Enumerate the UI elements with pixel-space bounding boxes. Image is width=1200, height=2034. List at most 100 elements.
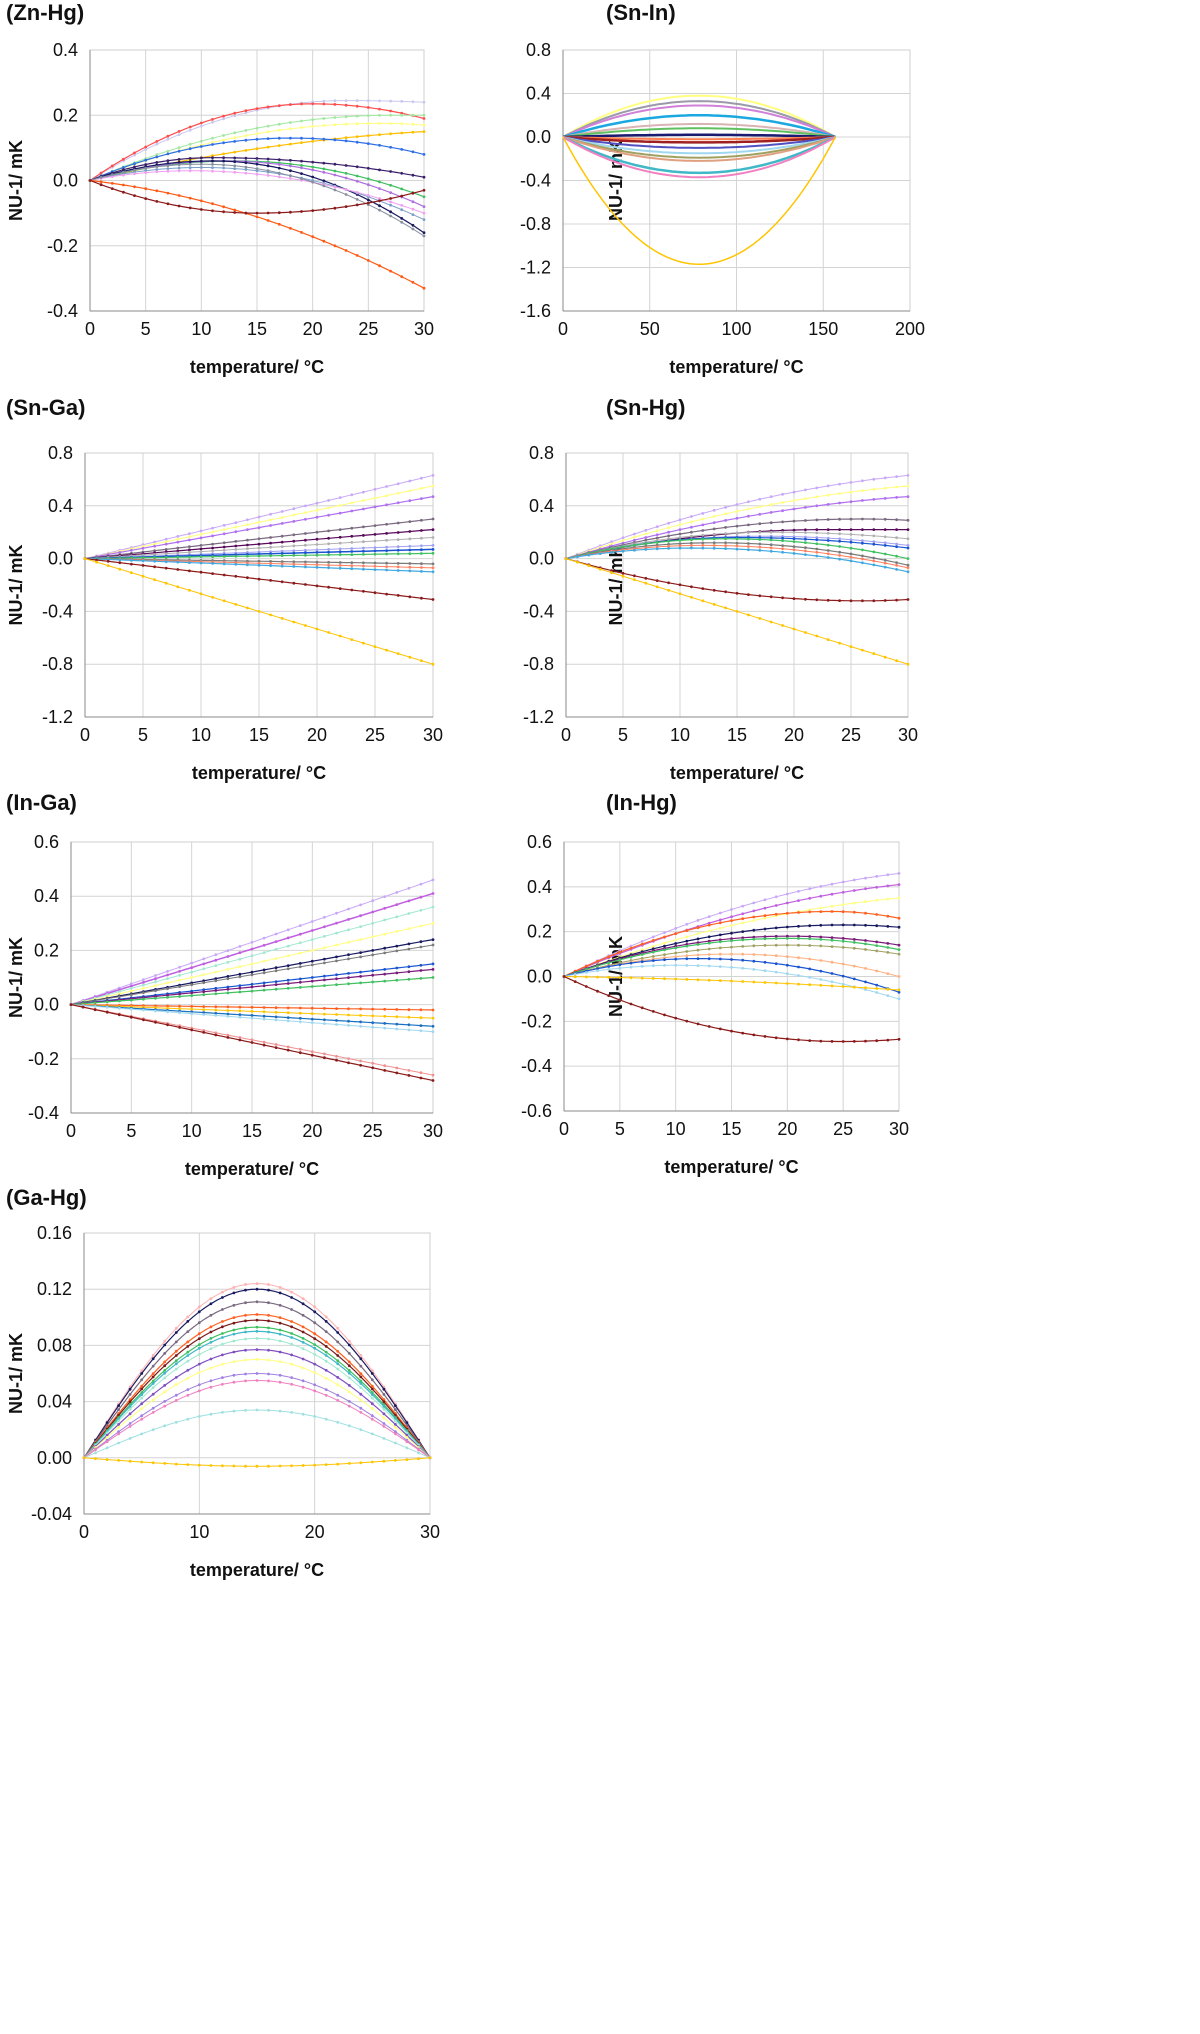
series-s1 xyxy=(564,474,910,560)
data-point xyxy=(607,975,611,979)
data-point xyxy=(211,572,215,575)
data-point xyxy=(151,1375,155,1379)
data-point xyxy=(262,988,266,992)
data-point xyxy=(151,1382,155,1385)
data-point xyxy=(362,641,365,645)
data-point xyxy=(735,547,739,551)
data-point xyxy=(735,516,739,520)
data-point xyxy=(244,1372,247,1376)
y-tick-label: 0.0 xyxy=(527,967,552,987)
data-point xyxy=(144,163,148,166)
data-point xyxy=(382,1407,386,1411)
data-point xyxy=(238,957,242,961)
data-point xyxy=(696,978,700,982)
data-point xyxy=(255,147,259,151)
data-point xyxy=(188,160,192,164)
data-point xyxy=(197,1321,201,1325)
data-point xyxy=(151,1398,155,1402)
chart-sn-hg: (Sn-Hg) 0 5 10 15 20 25 30 -1.2 -0.8 -0.4 0.0 0.4 0.8… xyxy=(523,395,1200,790)
data-point xyxy=(758,512,762,516)
data-point xyxy=(94,1457,97,1461)
data-point xyxy=(166,202,170,206)
data-point xyxy=(826,598,830,602)
data-point xyxy=(244,109,248,113)
data-point xyxy=(897,916,901,920)
data-point xyxy=(875,940,879,944)
data-point xyxy=(151,1354,155,1357)
data-point xyxy=(707,964,711,968)
data-point xyxy=(234,548,238,551)
data-point xyxy=(274,1046,278,1049)
data-point xyxy=(576,560,579,564)
data-point xyxy=(355,191,359,194)
data-point xyxy=(785,1037,789,1041)
data-point xyxy=(298,986,302,989)
data-point xyxy=(781,536,784,540)
data-point xyxy=(385,592,388,596)
data-point xyxy=(292,513,296,517)
data-point xyxy=(422,211,426,215)
data-point xyxy=(221,1464,224,1468)
data-point xyxy=(651,939,655,942)
data-point xyxy=(781,509,784,513)
chart-svg-in-ga: (In-Ga)0 5 10 15 20 25 30-0.4-0.20.00.20.40.6t… xyxy=(6,790,443,1179)
chart-svg-sn-in: (Sn-In)0 50 100 150 200-1.6-1.2-0.8-0.40.00.… xyxy=(520,0,925,377)
data-point xyxy=(255,1329,259,1333)
data-point xyxy=(257,550,261,554)
data-point xyxy=(257,552,261,556)
data-point xyxy=(176,535,180,538)
data-point xyxy=(301,1313,305,1317)
data-point xyxy=(304,624,307,627)
data-point xyxy=(269,552,272,556)
data-point xyxy=(338,504,342,507)
data-point xyxy=(153,549,157,553)
data-point xyxy=(188,569,191,573)
data-point xyxy=(144,148,148,151)
data-point xyxy=(724,526,727,529)
data-point xyxy=(129,998,133,1002)
y-axis-label: NU-1/ mK xyxy=(6,140,26,221)
data-point xyxy=(667,588,670,592)
data-point xyxy=(190,991,194,995)
data-point xyxy=(678,544,682,548)
y-tick-label: 0.0 xyxy=(526,127,551,147)
data-point xyxy=(864,939,867,942)
data-point xyxy=(758,522,762,526)
data-point xyxy=(701,546,705,550)
data-point xyxy=(118,558,122,562)
data-point xyxy=(286,936,290,940)
data-point xyxy=(304,538,307,542)
y-tick-label: -0.4 xyxy=(521,1056,552,1076)
data-point xyxy=(861,561,864,565)
data-point xyxy=(327,513,330,517)
data-point xyxy=(685,922,689,926)
data-point xyxy=(209,1379,213,1383)
data-point xyxy=(290,1382,293,1386)
data-point xyxy=(274,1010,278,1014)
x-axis-label: temperature/ °C xyxy=(669,357,803,377)
data-point xyxy=(335,1058,338,1062)
data-point xyxy=(105,1440,109,1444)
data-point xyxy=(792,531,796,534)
data-point xyxy=(747,613,750,617)
data-point xyxy=(211,542,215,546)
chart-sn-ga: (Sn-Ga) 0 5 10 15 20 25 30 -1.2 -0.8 -0.4 0.0 0.4 0.8… xyxy=(0,395,590,790)
data-point xyxy=(209,1340,213,1344)
data-point xyxy=(277,136,281,140)
data-point xyxy=(707,947,711,951)
data-point xyxy=(313,1389,317,1393)
data-point xyxy=(830,910,834,913)
data-point xyxy=(897,925,901,929)
data-point xyxy=(359,1398,363,1402)
data-point xyxy=(400,122,404,126)
data-point xyxy=(678,532,682,536)
data-point xyxy=(408,552,412,556)
data-point xyxy=(431,878,435,882)
data-point xyxy=(864,923,867,927)
data-point xyxy=(211,546,215,550)
data-point xyxy=(177,166,181,170)
data-point xyxy=(405,1424,409,1427)
data-point xyxy=(122,170,125,174)
x-tick-label: 0 xyxy=(79,1522,89,1542)
data-point xyxy=(292,533,296,537)
